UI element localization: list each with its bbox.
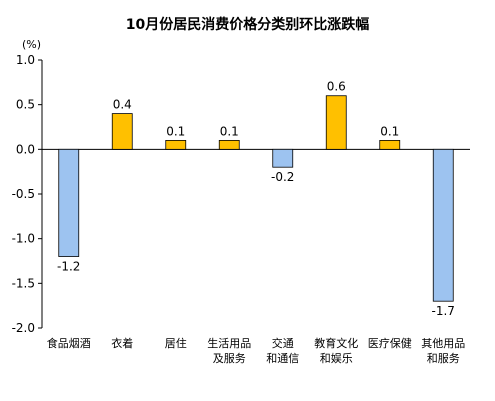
x-tick-label: 及服务 — [213, 352, 246, 365]
y-tick-label: -0.5 — [12, 187, 35, 201]
bar — [165, 139, 187, 150]
y-tick-label: 0.0 — [16, 142, 35, 156]
data-label: -1.2 — [57, 260, 80, 274]
x-tick-label: 和服务 — [427, 352, 460, 365]
y-unit-label: (%) — [22, 38, 42, 51]
data-label: 0.1 — [380, 124, 399, 138]
bar — [111, 113, 133, 150]
chart-title: 10月份居民消费价格分类别环比涨跌幅 — [125, 17, 370, 33]
data-label: 0.4 — [113, 98, 132, 112]
bar — [325, 95, 347, 150]
data-label: -1.7 — [432, 304, 455, 318]
y-tick-label: -2.0 — [12, 321, 35, 335]
x-tick-label: 居住 — [165, 336, 187, 350]
x-tick-label: 医疗保健 — [368, 336, 412, 350]
x-tick-label: 交通 — [272, 336, 294, 350]
data-label: 0.1 — [166, 124, 185, 138]
x-tick-label: 和娱乐 — [320, 351, 353, 365]
x-tick-label: 衣着 — [111, 336, 133, 350]
bar — [272, 148, 294, 168]
x-tick-label: 和通信 — [266, 352, 299, 365]
x-tick-label: 生活用品 — [207, 336, 251, 350]
x-tick-label: 其他用品 — [421, 337, 465, 350]
x-tick-label: 教育文化 — [314, 336, 358, 350]
bar — [432, 148, 454, 302]
x-tick-label: 食品烟酒 — [47, 336, 91, 350]
y-tick-label: -1.0 — [12, 232, 35, 246]
bar — [379, 139, 401, 150]
data-label: -0.2 — [271, 170, 294, 184]
y-tick-label: -1.5 — [12, 276, 35, 290]
data-label: 0.1 — [220, 124, 239, 138]
y-tick-label: 0.5 — [16, 98, 35, 112]
bar — [58, 148, 80, 257]
bar — [218, 139, 240, 150]
data-label: 0.6 — [327, 80, 346, 94]
y-tick-label: 1.0 — [16, 53, 35, 67]
